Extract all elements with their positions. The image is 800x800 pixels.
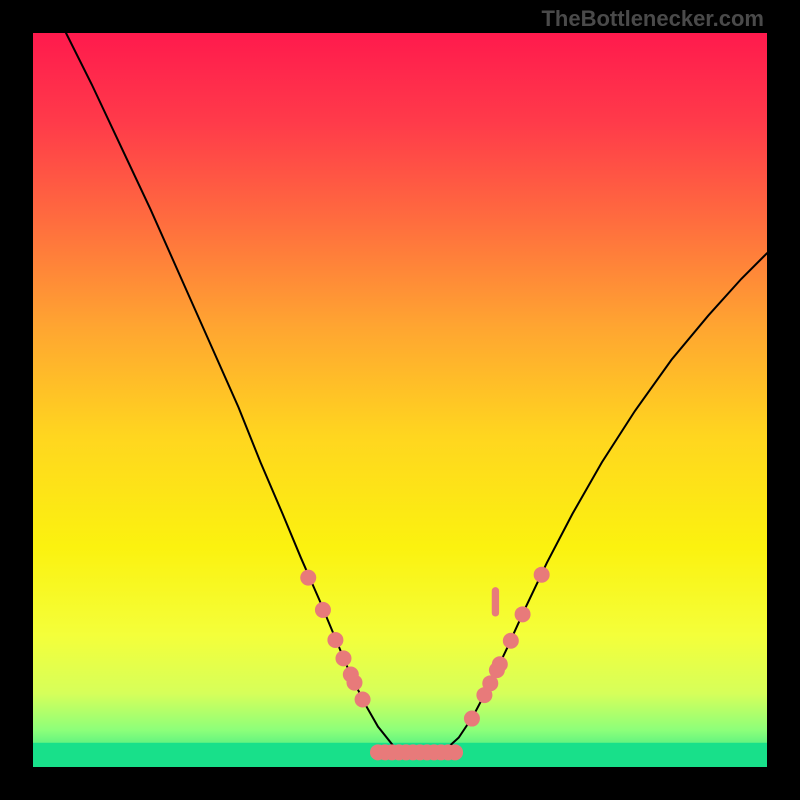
marker-dot	[464, 711, 480, 727]
marker-dot	[300, 570, 316, 586]
chart-container: TheBottlenecker.com	[0, 0, 800, 800]
marker-dot	[335, 650, 351, 666]
marker-bar	[492, 587, 499, 616]
marker-dot	[327, 632, 343, 648]
marker-dot	[534, 567, 550, 583]
marker-dot	[492, 656, 508, 672]
plot-area	[33, 33, 767, 767]
gradient-background	[33, 33, 767, 767]
chart-svg	[33, 33, 767, 767]
marker-dot	[515, 606, 531, 622]
marker-dot	[315, 602, 331, 618]
marker-dot	[503, 633, 519, 649]
marker-dot	[447, 744, 463, 760]
marker-dot	[355, 691, 371, 707]
marker-dot	[346, 675, 362, 691]
watermark-text: TheBottlenecker.com	[541, 6, 764, 32]
